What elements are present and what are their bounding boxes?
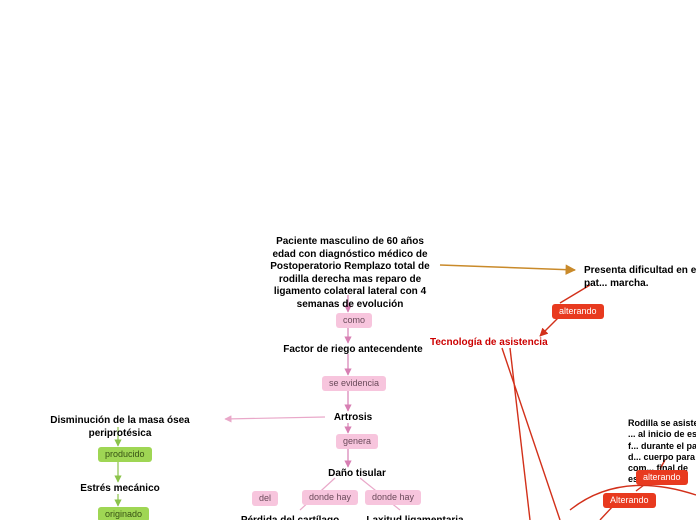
node-factor: Factor de riego antecendente xyxy=(283,344,423,357)
pill-genera: genera xyxy=(336,434,378,449)
pill-del: del xyxy=(252,491,278,506)
pill-producido: producido xyxy=(98,447,152,462)
pill-evidencia: se evidencia xyxy=(322,376,386,391)
pill-alterando2: alterando xyxy=(636,470,688,485)
node-perdida: Pérdida del cartílago xyxy=(240,515,340,520)
pill-donde1: donde hay xyxy=(302,490,358,505)
pill-alterando3: Alterando xyxy=(603,493,656,508)
node-dificultad: Presenta dificultad en el pat... marcha. xyxy=(584,265,696,290)
pill-como: como xyxy=(336,313,372,328)
node-laxitud: Laxitud ligamentaria xyxy=(365,515,465,520)
pill-donde2: donde hay xyxy=(365,490,421,505)
node-disminucion: Disminución de la masa ósea periprotésic… xyxy=(20,415,220,440)
pill-alterando1: alterando xyxy=(552,304,604,319)
node-tecnologia: Tecnología de asistencia xyxy=(430,337,570,350)
pill-originado: originado xyxy=(98,507,149,520)
node-dano: Daño tisular xyxy=(322,468,392,481)
node-estres: Estrés mecánico xyxy=(80,483,160,496)
node-root: Paciente masculino de 60 años edad con d… xyxy=(265,236,435,311)
node-artrosis: Artrosis xyxy=(328,412,378,425)
